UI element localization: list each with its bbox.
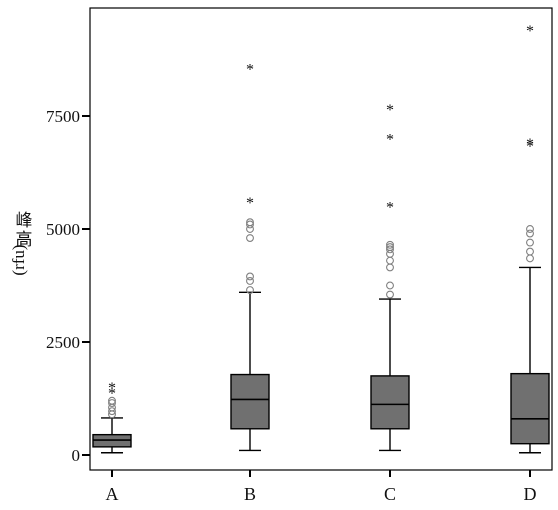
outlier-circle — [246, 218, 254, 227]
x-tick-label: D — [524, 484, 537, 504]
y-tick-label: 2500 — [46, 333, 80, 352]
y-axis-label-chinese: 峰高 — [13, 211, 32, 249]
outlier-star: * — [526, 136, 534, 153]
outlier-circle — [246, 277, 254, 285]
outlier-circle — [246, 272, 254, 281]
outlier-star: * — [246, 62, 254, 79]
y-tick-label: 7500 — [46, 107, 80, 126]
outlier-circle — [108, 399, 116, 407]
outlier-star: * — [386, 132, 394, 149]
outlier-circle — [386, 281, 394, 290]
boxes-layer: ********** — [92, 23, 550, 454]
outlier-star: * — [246, 195, 254, 212]
outlier-circle — [526, 247, 534, 256]
outlier-circle — [386, 243, 394, 252]
outlier-circle — [108, 407, 116, 416]
x-tick-label: A — [106, 484, 119, 504]
outlier-circle — [246, 286, 254, 294]
iqr-box — [370, 375, 410, 430]
box-group-d: *** — [510, 23, 550, 454]
iqr-box — [510, 372, 550, 445]
box-group-b: ** — [230, 62, 270, 452]
outlier-star: * — [526, 138, 534, 155]
outlier-star: * — [108, 386, 116, 403]
y-tick-label: 0 — [72, 446, 81, 465]
outlier-circle — [526, 238, 534, 247]
outlier-circle — [108, 396, 116, 405]
outlier-circle — [386, 290, 394, 299]
outlier-circle — [526, 254, 534, 263]
y-tick-label: 5000 — [46, 220, 80, 239]
outlier-star: * — [386, 102, 394, 119]
outlier-circle — [386, 240, 394, 249]
outlier-circle — [526, 225, 534, 233]
outlier-circle — [386, 245, 394, 254]
outlier-star: * — [526, 23, 534, 40]
x-tick-label: B — [244, 484, 256, 504]
outlier-circle — [526, 229, 534, 238]
y-axis: 0 2500 5000 7500 — [46, 107, 90, 465]
x-axis: A B C D — [106, 470, 537, 504]
outlier-circle — [246, 220, 254, 229]
box-group-a: ** — [92, 380, 132, 454]
outlier-star: * — [386, 199, 394, 216]
box-group-c: * * * — [370, 102, 410, 452]
outlier-circle — [246, 234, 254, 242]
iqr-box — [230, 373, 270, 430]
outlier-circle — [386, 256, 394, 265]
plot-frame — [89, 7, 553, 471]
outlier-star: * — [108, 380, 116, 397]
y-axis-label-unit: (rfu) — [9, 244, 28, 275]
x-tick-label: C — [384, 484, 396, 504]
outlier-circle — [386, 263, 394, 272]
